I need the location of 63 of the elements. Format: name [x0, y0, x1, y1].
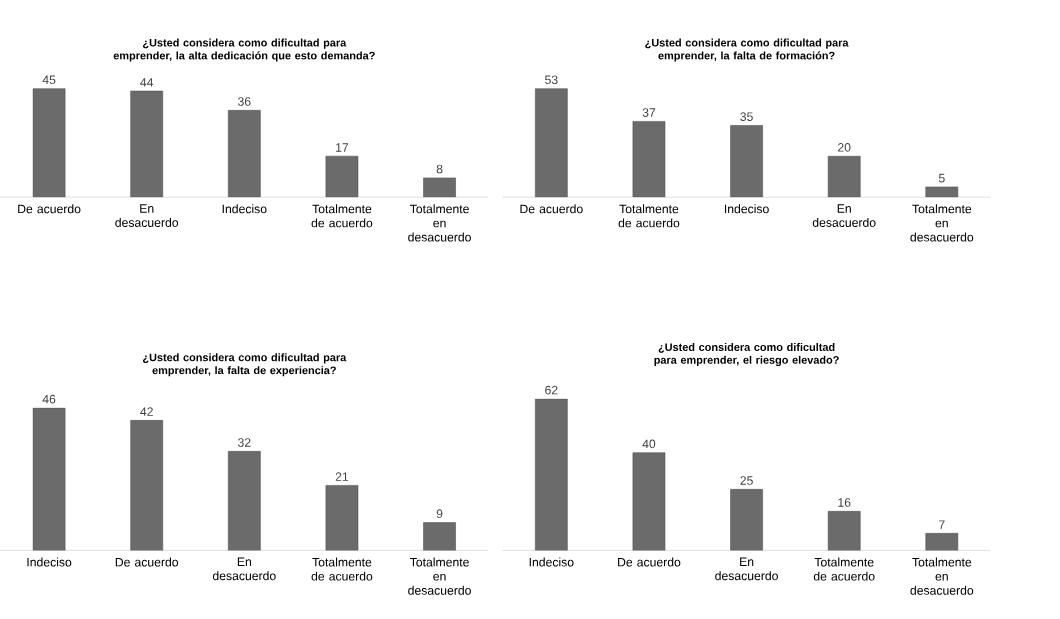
bar — [730, 125, 763, 198]
data-label: 21 — [335, 472, 349, 482]
data-label: 25 — [740, 476, 753, 486]
x-tick-label: De acuerdo — [18, 204, 81, 214]
data-label: 42 — [140, 407, 153, 417]
x-tick-label: En desacuerdo — [715, 557, 778, 581]
data-label: 8 — [436, 164, 443, 174]
data-label: 32 — [238, 438, 251, 448]
data-label: 17 — [336, 143, 349, 152]
bar — [827, 156, 861, 198]
bar — [325, 156, 359, 198]
chart-title: ¿Usted considera como dificultad para emprender, el riesgo elevado? — [654, 343, 839, 367]
bar — [827, 511, 861, 551]
x-tick-label: En desacuerdo — [115, 204, 179, 228]
data-label: 5 — [938, 174, 945, 183]
bar — [730, 489, 763, 551]
data-label: 44 — [140, 78, 154, 87]
x-tick-label: Indeciso — [724, 204, 769, 214]
data-label: 40 — [642, 439, 656, 449]
bar — [423, 522, 456, 551]
x-tick-label: Indeciso — [27, 557, 72, 567]
bar — [925, 533, 959, 551]
bar — [535, 398, 568, 551]
bar — [130, 91, 164, 198]
data-label: 7 — [939, 520, 945, 530]
bar — [32, 407, 66, 551]
data-label: 62 — [545, 386, 558, 395]
x-tick-label: Totalmente en desacuerdo — [408, 204, 471, 242]
x-tick-label: Indeciso — [222, 204, 267, 214]
x-tick-label: De acuerdo — [618, 557, 681, 567]
x-tick-label: Totalmente de acuerdo — [618, 204, 680, 228]
x-tick-label: Indeciso — [529, 557, 574, 567]
bar — [32, 88, 66, 198]
bar — [423, 177, 456, 198]
data-label: 36 — [238, 97, 251, 107]
x-tick-label: En desacuerdo — [212, 557, 276, 581]
data-label: 37 — [642, 108, 656, 118]
bar — [535, 88, 568, 198]
data-label: 9 — [436, 509, 443, 519]
chart-title: ¿Usted considera como dificultad para emprender, la falta de formación? — [645, 38, 849, 62]
x-tick-label: Totalmente de acuerdo — [311, 204, 373, 228]
data-label: 46 — [42, 395, 56, 404]
bar — [130, 420, 164, 551]
chart-title: ¿Usted considera como dificultad para emprender, la falta de experiencia? — [143, 353, 347, 377]
x-tick-label: Totalmente en desacuerdo — [910, 557, 974, 595]
x-tick-label: De acuerdo — [115, 557, 179, 567]
data-label: 20 — [838, 143, 851, 152]
x-tick-label: Totalmente en desacuerdo — [910, 204, 974, 242]
x-tick-label: De acuerdo — [520, 204, 583, 214]
bar — [228, 110, 261, 198]
data-label: 16 — [838, 498, 851, 508]
chart-title: ¿Usted considera como dificultad para emprender, la alta dedicación que esto demanda? — [113, 38, 375, 62]
x-tick-label: Totalmente de acuerdo — [311, 557, 373, 581]
x-tick-label: Totalmente en desacuerdo — [408, 557, 471, 595]
bar — [228, 451, 261, 551]
bar — [325, 485, 359, 551]
x-tick-label: Totalmente de acuerdo — [813, 557, 875, 581]
data-label: 45 — [42, 75, 56, 85]
bar — [632, 121, 666, 198]
bar — [632, 452, 666, 551]
x-tick-label: En desacuerdo — [812, 204, 876, 228]
data-label: 35 — [740, 112, 753, 122]
data-label: 53 — [545, 75, 558, 85]
